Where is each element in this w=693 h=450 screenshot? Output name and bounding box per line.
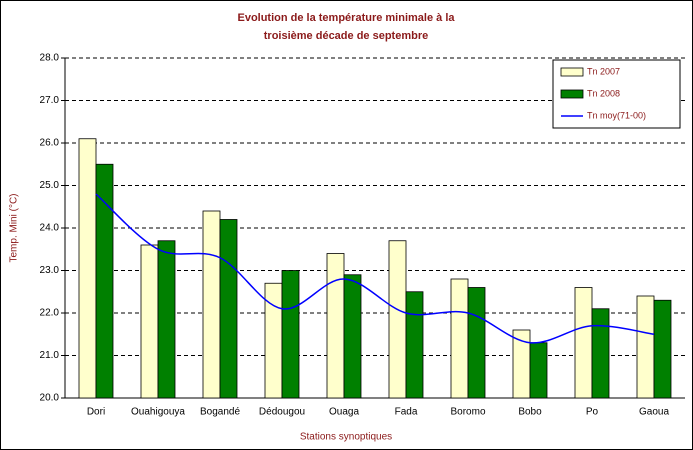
x-axis-label: Stations synoptiques [300,432,392,443]
bar [264,282,283,399]
bar [574,287,593,399]
y-tick-label: 27.0 [40,95,60,106]
bar [450,278,469,399]
legend-label: Tn moy(71-00) [587,110,646,120]
bar [388,240,407,399]
bar [281,270,300,399]
bar [405,291,424,399]
y-tick-label: 23.0 [40,265,60,276]
x-tick-label: Bogandé [200,407,240,418]
y-tick-label: 25.0 [40,180,60,191]
bar [202,210,221,399]
bar [219,219,238,399]
chart-title: Evolution de la température minimale à l… [237,12,455,24]
bar [467,287,486,399]
x-tick-label: Dédougou [259,407,305,418]
y-tick-label: 21.0 [40,350,60,361]
x-tick-label: Bobo [518,407,542,418]
bar [326,253,345,399]
y-tick-label: 22.0 [40,308,60,319]
bar [529,342,548,399]
line [95,193,655,344]
y-tick-label: 24.0 [40,223,60,234]
y-tick-label: 20.0 [40,393,60,404]
y-tick-label: 26.0 [40,138,60,149]
bar [140,244,159,399]
x-tick-label: Boromo [450,407,485,418]
legend-label: Tn 2008 [587,88,620,98]
x-tick-label: Fada [395,407,418,418]
chart-title: troisième décade de septembre [264,30,428,42]
bar [78,138,97,399]
x-tick-label: Gaoua [639,407,669,418]
x-tick-label: Ouaga [329,407,359,418]
bar [636,295,655,399]
y-tick-label: 28.0 [40,53,60,64]
bar [653,299,672,399]
x-tick-label: Dori [87,407,105,418]
legend-label: Tn 2007 [587,66,620,76]
bar [157,240,176,399]
bar [591,308,610,399]
y-axis-label: Temp. Mini (°C) [9,193,20,262]
x-tick-label: Po [586,407,599,418]
bar [343,274,362,399]
bar [95,163,114,399]
x-tick-label: Ouahigouya [131,407,185,418]
legend-swatch [560,89,584,99]
legend-swatch [560,67,584,77]
